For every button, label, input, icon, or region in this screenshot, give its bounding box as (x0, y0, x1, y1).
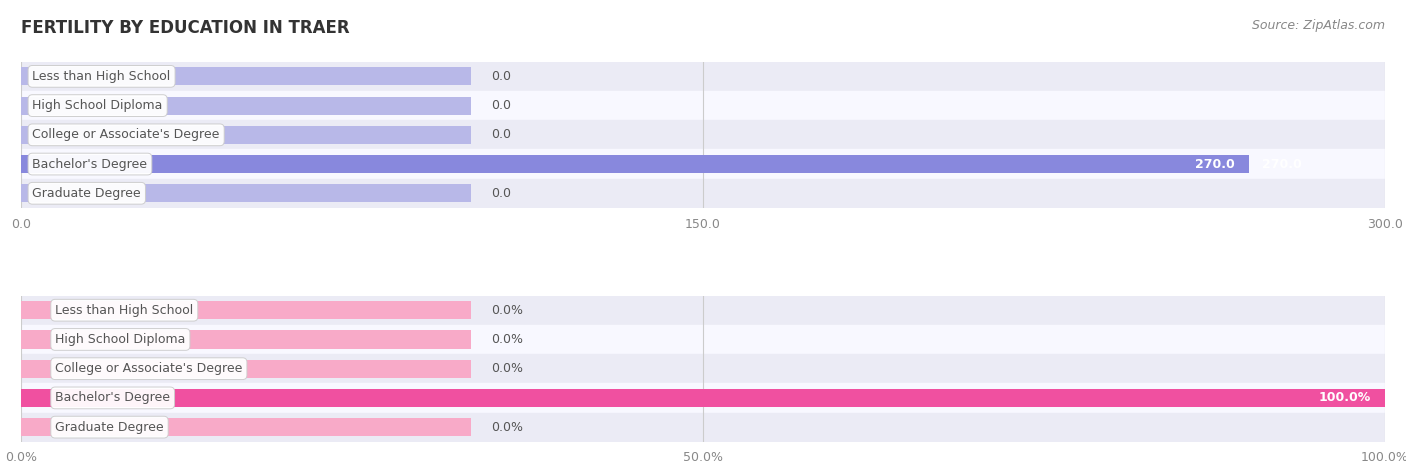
Bar (21, 412, 1385, 442)
Text: FERTILITY BY EDUCATION IN TRAER: FERTILITY BY EDUCATION IN TRAER (21, 19, 350, 37)
Bar (21, 184, 471, 202)
Bar (21, 418, 471, 436)
Text: Graduate Degree: Graduate Degree (55, 421, 165, 434)
Bar (21, 96, 471, 114)
Text: 0.0%: 0.0% (492, 362, 523, 375)
Text: Less than High School: Less than High School (32, 70, 170, 83)
Text: Less than High School: Less than High School (55, 304, 194, 317)
Bar (21, 150, 1385, 179)
Text: 0.0: 0.0 (492, 187, 512, 200)
Text: 270.0: 270.0 (1195, 158, 1234, 171)
Bar (21, 179, 1385, 208)
Text: 0.0: 0.0 (492, 70, 512, 83)
Bar (21, 120, 1385, 150)
Text: 0.0%: 0.0% (492, 333, 523, 346)
Bar (21, 91, 1385, 120)
Text: 0.0: 0.0 (492, 128, 512, 142)
Text: Bachelor's Degree: Bachelor's Degree (32, 158, 148, 171)
Bar (21, 354, 1385, 383)
Text: College or Associate's Degree: College or Associate's Degree (32, 128, 219, 142)
Bar (21, 295, 1385, 325)
Text: 0.0%: 0.0% (492, 304, 523, 317)
Text: 0.0: 0.0 (492, 99, 512, 112)
Text: 100.0%: 100.0% (1399, 391, 1406, 404)
Bar (21, 301, 471, 319)
Text: College or Associate's Degree: College or Associate's Degree (55, 362, 243, 375)
Text: High School Diploma: High School Diploma (55, 333, 186, 346)
Bar (21, 331, 471, 349)
Bar (21, 389, 1385, 407)
Text: High School Diploma: High School Diploma (32, 99, 163, 112)
Text: Source: ZipAtlas.com: Source: ZipAtlas.com (1251, 19, 1385, 32)
Bar (21, 383, 1385, 412)
Text: 0.0%: 0.0% (492, 421, 523, 434)
Bar (21, 67, 471, 86)
Text: 270.0: 270.0 (1263, 158, 1302, 171)
Bar (21, 325, 1385, 354)
Text: 100.0%: 100.0% (1319, 391, 1371, 404)
Bar (21, 155, 1249, 173)
Bar (21, 126, 471, 144)
Bar (21, 360, 471, 378)
Text: Graduate Degree: Graduate Degree (32, 187, 141, 200)
Bar (21, 62, 1385, 91)
Text: Bachelor's Degree: Bachelor's Degree (55, 391, 170, 404)
